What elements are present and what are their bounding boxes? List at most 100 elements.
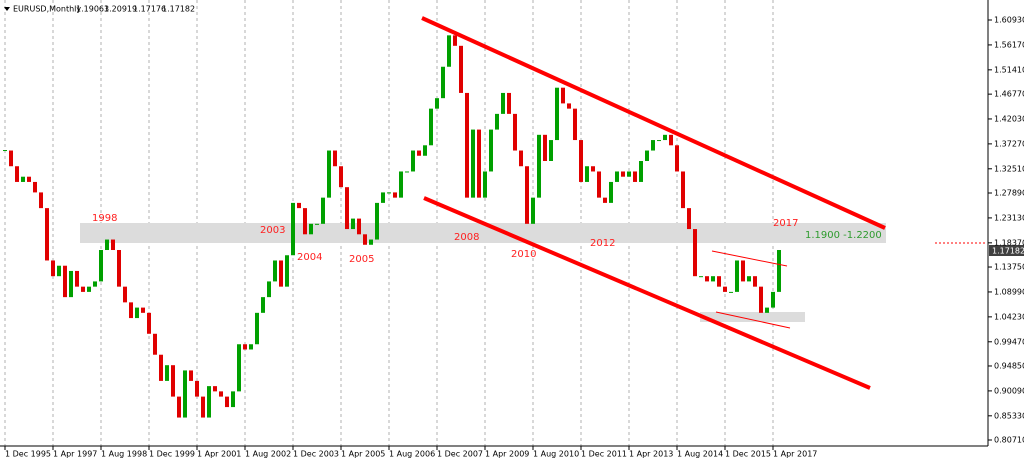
candle-body: [381, 192, 385, 203]
x-tick-label: 1 Dec 2007: [437, 450, 483, 459]
candle-body: [57, 265, 61, 277]
candle-body: [693, 229, 697, 277]
candle-body: [345, 187, 349, 230]
candle-body: [525, 166, 529, 224]
current-price-box: [989, 245, 1024, 256]
candle-body: [333, 150, 337, 167]
candles: [3, 35, 781, 418]
candle-body: [327, 150, 331, 198]
candle-body: [153, 333, 157, 355]
x-tick-label: 1 Apr 1997: [53, 450, 97, 459]
y-tick-label: 1.13750: [994, 263, 1024, 272]
candle-body: [285, 255, 289, 287]
candle-body: [747, 276, 751, 282]
candle-body: [471, 129, 475, 198]
candle-body: [435, 98, 439, 109]
candle-body: [363, 234, 367, 245]
candle-body: [141, 307, 145, 313]
candle-body: [651, 140, 655, 151]
candle-body: [669, 134, 673, 146]
candle-body: [735, 260, 739, 292]
x-tick-label: 1 Dec 2003: [293, 450, 339, 459]
candle-body: [777, 250, 781, 292]
candle-body: [759, 286, 763, 313]
candle-body: [339, 166, 343, 188]
candle-body: [633, 171, 637, 182]
y-tick-label: 1.51410: [994, 65, 1024, 74]
candle-body: [147, 312, 151, 334]
x-tick-label: 1 Apr 2013: [629, 450, 673, 459]
candle-body: [705, 276, 709, 282]
y-tick-label: 1.32510: [994, 164, 1024, 173]
candle-body: [15, 166, 19, 182]
candle-body: [501, 92, 505, 114]
candle-body: [87, 286, 91, 292]
header-icon: [4, 7, 10, 11]
candle-body: [507, 92, 511, 114]
y-tick-label: 0.94850: [994, 361, 1024, 370]
candle-body: [33, 181, 37, 193]
candle-body: [513, 113, 517, 151]
candle-body: [663, 134, 667, 141]
candle-body: [351, 218, 355, 230]
candle-body: [687, 208, 691, 230]
y-tick-label: 0.99470: [994, 337, 1024, 346]
candle-body: [387, 192, 391, 194]
candle-body: [237, 344, 241, 392]
candle-body: [195, 380, 199, 397]
annotation: 2008: [454, 232, 479, 243]
candle-body: [417, 150, 421, 156]
candle-body: [609, 181, 613, 203]
candle-body: [519, 150, 523, 167]
candle-body: [279, 260, 283, 287]
candle-body: [231, 391, 235, 408]
x-tick-label: 1 Dec 1999: [149, 450, 195, 459]
candle-body: [291, 202, 295, 256]
candle-body: [549, 140, 553, 161]
candle-body: [477, 129, 481, 198]
candle-body: [213, 386, 217, 392]
header: EURUSD,Monthly 1.19063 1.20919 1.17176 1…: [4, 5, 195, 14]
candle-body: [441, 66, 445, 99]
candle-body: [207, 386, 211, 418]
y-tick-label: 1.23130: [994, 213, 1024, 222]
channel-lower: [423, 196, 871, 390]
y-tick-label: 1.60930: [994, 16, 1024, 25]
candle-body: [741, 260, 745, 282]
candle-body: [657, 140, 661, 142]
candle-body: [111, 239, 115, 251]
candle-body: [165, 365, 169, 381]
candle-body: [543, 134, 547, 161]
x-tick-label: 1 Aug 2010: [533, 450, 579, 459]
candle-body: [75, 270, 79, 287]
candle-body: [81, 286, 85, 292]
candle-body: [645, 150, 649, 161]
x-tick-label: 1 Apr 2009: [485, 450, 529, 459]
candle-body: [561, 87, 565, 104]
candle-body: [753, 276, 757, 287]
support-zone: [700, 312, 805, 322]
candle-body: [267, 281, 271, 298]
annotations: 1998 2003 2004 2005 2008 2010 2012 2017 1.1900 -…: [92, 213, 882, 265]
y-tick-label: 1.18370: [994, 238, 1024, 247]
channel-upper: [421, 16, 886, 230]
candle-body: [429, 108, 433, 146]
x-tick-label: 1 Aug 2006: [389, 450, 435, 459]
y-tick-label: 1.04230: [994, 312, 1024, 321]
candle-body: [123, 286, 127, 303]
current-price-label: 1.17182: [992, 247, 1024, 256]
y-tick-label: 1.27890: [994, 188, 1024, 197]
candle-body: [321, 197, 325, 224]
candle-body: [573, 108, 577, 141]
candle-body: [273, 260, 277, 282]
x-tick-label: 1 Dec 2011: [581, 450, 627, 459]
candle-body: [39, 192, 43, 209]
candle-body: [255, 312, 259, 345]
header-symbol: EURUSD,Monthly: [13, 5, 81, 14]
candle-body: [411, 150, 415, 172]
candle-body: [183, 370, 187, 418]
candle-body: [69, 270, 73, 298]
candle-body: [117, 250, 121, 287]
candle-body: [615, 171, 619, 182]
candle-body: [393, 192, 397, 198]
